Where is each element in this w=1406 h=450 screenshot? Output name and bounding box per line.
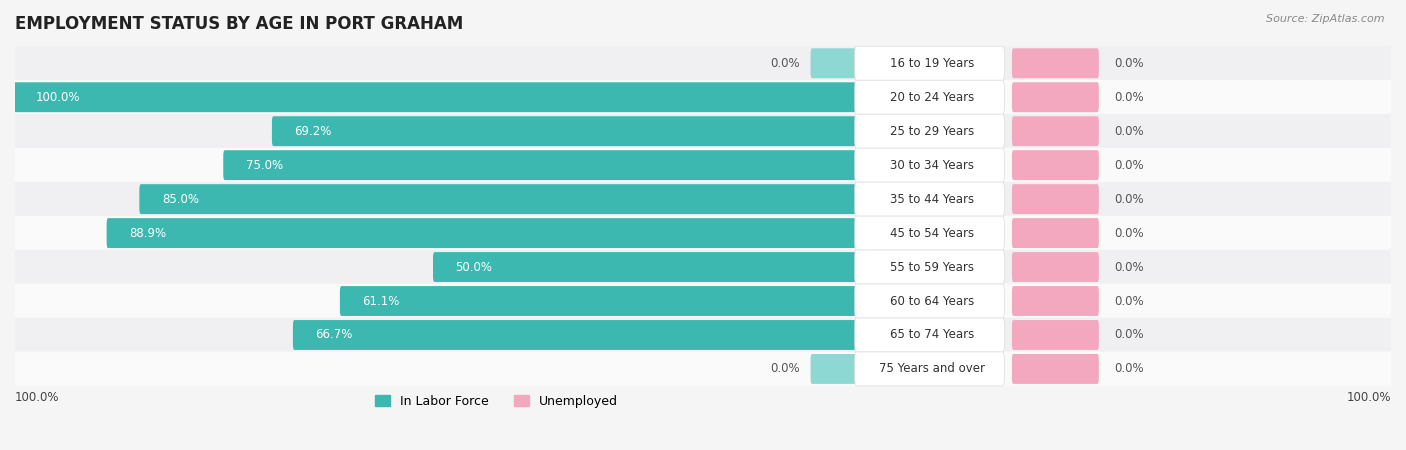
FancyBboxPatch shape bbox=[14, 82, 855, 112]
Text: 69.2%: 69.2% bbox=[294, 125, 332, 138]
FancyBboxPatch shape bbox=[855, 80, 1004, 114]
Text: 75 Years and over: 75 Years and over bbox=[879, 362, 986, 375]
Text: 65 to 74 Years: 65 to 74 Years bbox=[890, 328, 974, 342]
Text: 45 to 54 Years: 45 to 54 Years bbox=[890, 227, 974, 239]
FancyBboxPatch shape bbox=[224, 150, 855, 180]
Text: 0.0%: 0.0% bbox=[1114, 159, 1143, 171]
Text: 0.0%: 0.0% bbox=[1114, 261, 1143, 274]
FancyBboxPatch shape bbox=[855, 352, 1004, 386]
FancyBboxPatch shape bbox=[855, 46, 1004, 80]
Text: 0.0%: 0.0% bbox=[1114, 328, 1143, 342]
FancyBboxPatch shape bbox=[1012, 320, 1099, 350]
Text: 0.0%: 0.0% bbox=[1114, 362, 1143, 375]
Text: 60 to 64 Years: 60 to 64 Years bbox=[890, 294, 974, 307]
Text: 0.0%: 0.0% bbox=[770, 57, 800, 70]
Text: 61.1%: 61.1% bbox=[363, 294, 399, 307]
FancyBboxPatch shape bbox=[15, 318, 1406, 352]
FancyBboxPatch shape bbox=[15, 182, 1406, 216]
Text: 85.0%: 85.0% bbox=[162, 193, 198, 206]
Text: EMPLOYMENT STATUS BY AGE IN PORT GRAHAM: EMPLOYMENT STATUS BY AGE IN PORT GRAHAM bbox=[15, 15, 463, 33]
FancyBboxPatch shape bbox=[107, 218, 855, 248]
Text: 35 to 44 Years: 35 to 44 Years bbox=[890, 193, 974, 206]
FancyBboxPatch shape bbox=[1012, 116, 1099, 146]
Text: 0.0%: 0.0% bbox=[1114, 193, 1143, 206]
FancyBboxPatch shape bbox=[855, 216, 1004, 250]
FancyBboxPatch shape bbox=[292, 320, 855, 350]
FancyBboxPatch shape bbox=[1012, 184, 1099, 214]
Text: 0.0%: 0.0% bbox=[1114, 227, 1143, 239]
FancyBboxPatch shape bbox=[1012, 218, 1099, 248]
Text: 0.0%: 0.0% bbox=[1114, 125, 1143, 138]
Legend: In Labor Force, Unemployed: In Labor Force, Unemployed bbox=[370, 390, 623, 413]
Text: 100.0%: 100.0% bbox=[1347, 391, 1391, 404]
FancyBboxPatch shape bbox=[855, 114, 1004, 148]
FancyBboxPatch shape bbox=[433, 252, 855, 282]
Text: 25 to 29 Years: 25 to 29 Years bbox=[890, 125, 974, 138]
FancyBboxPatch shape bbox=[139, 184, 855, 214]
Text: 75.0%: 75.0% bbox=[246, 159, 283, 171]
FancyBboxPatch shape bbox=[1012, 48, 1099, 78]
FancyBboxPatch shape bbox=[1012, 286, 1099, 316]
Text: Source: ZipAtlas.com: Source: ZipAtlas.com bbox=[1267, 14, 1385, 23]
FancyBboxPatch shape bbox=[811, 354, 855, 384]
FancyBboxPatch shape bbox=[340, 286, 855, 316]
FancyBboxPatch shape bbox=[1012, 82, 1099, 112]
Text: 20 to 24 Years: 20 to 24 Years bbox=[890, 91, 974, 104]
FancyBboxPatch shape bbox=[15, 250, 1406, 284]
Text: 0.0%: 0.0% bbox=[1114, 91, 1143, 104]
Text: 50.0%: 50.0% bbox=[456, 261, 492, 274]
Text: 100.0%: 100.0% bbox=[37, 91, 80, 104]
Text: 30 to 34 Years: 30 to 34 Years bbox=[890, 159, 974, 171]
FancyBboxPatch shape bbox=[15, 80, 1406, 115]
FancyBboxPatch shape bbox=[15, 114, 1406, 148]
Text: 100.0%: 100.0% bbox=[15, 391, 59, 404]
FancyBboxPatch shape bbox=[271, 116, 855, 146]
Text: 16 to 19 Years: 16 to 19 Years bbox=[890, 57, 974, 70]
FancyBboxPatch shape bbox=[855, 250, 1004, 284]
FancyBboxPatch shape bbox=[855, 284, 1004, 318]
FancyBboxPatch shape bbox=[1012, 354, 1099, 384]
FancyBboxPatch shape bbox=[15, 148, 1406, 183]
FancyBboxPatch shape bbox=[1012, 252, 1099, 282]
FancyBboxPatch shape bbox=[855, 182, 1004, 216]
FancyBboxPatch shape bbox=[15, 216, 1406, 250]
FancyBboxPatch shape bbox=[15, 351, 1406, 386]
Text: 0.0%: 0.0% bbox=[770, 362, 800, 375]
Text: 66.7%: 66.7% bbox=[315, 328, 353, 342]
FancyBboxPatch shape bbox=[15, 46, 1406, 81]
Text: 0.0%: 0.0% bbox=[1114, 57, 1143, 70]
FancyBboxPatch shape bbox=[15, 284, 1406, 318]
FancyBboxPatch shape bbox=[855, 148, 1004, 182]
FancyBboxPatch shape bbox=[811, 48, 855, 78]
FancyBboxPatch shape bbox=[1012, 150, 1099, 180]
Text: 88.9%: 88.9% bbox=[129, 227, 166, 239]
Text: 55 to 59 Years: 55 to 59 Years bbox=[890, 261, 974, 274]
FancyBboxPatch shape bbox=[855, 318, 1004, 352]
Text: 0.0%: 0.0% bbox=[1114, 294, 1143, 307]
